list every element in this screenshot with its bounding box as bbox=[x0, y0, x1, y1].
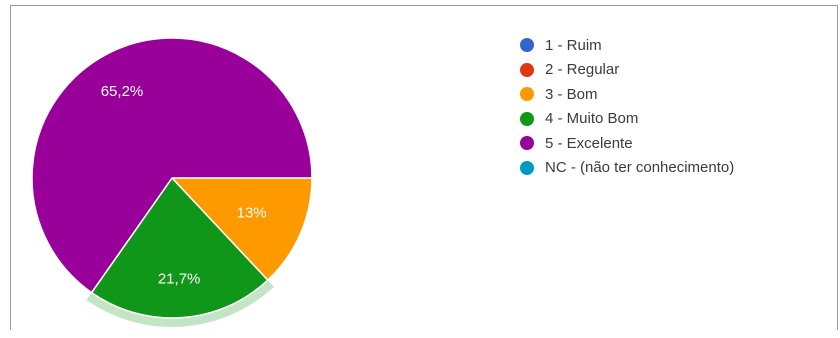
legend-item-6[interactable]: NC - (não ter conhecimento) bbox=[520, 156, 734, 181]
slice-label-4: 21,7% bbox=[158, 271, 201, 288]
pie-slice-3[interactable] bbox=[170, 177, 313, 282]
legend-label: 4 - Muito Bom bbox=[545, 110, 639, 128]
legend-swatch bbox=[520, 160, 534, 175]
chart-frame bbox=[10, 5, 838, 330]
slice-label-5: 65,2% bbox=[101, 83, 144, 100]
legend: 1 - Ruim 2 - Regular 3 - Bom 4 - Muito Bom 5… bbox=[520, 33, 734, 180]
pie-slice-5[interactable] bbox=[31, 37, 313, 294]
legend-swatch bbox=[520, 38, 534, 53]
legend-label: 1 - Ruim bbox=[545, 36, 602, 54]
legend-swatch bbox=[520, 87, 534, 102]
legend-label: 5 - Excelente bbox=[545, 134, 633, 152]
legend-swatch bbox=[520, 111, 534, 126]
legend-label: 3 - Bom bbox=[545, 85, 598, 103]
legend-item-1[interactable]: 1 - Ruim bbox=[520, 33, 734, 58]
legend-swatch bbox=[520, 62, 534, 77]
legend-swatch bbox=[520, 136, 534, 151]
legend-item-2[interactable]: 2 - Regular bbox=[520, 58, 734, 83]
legend-item-3[interactable]: 3 - Bom bbox=[520, 82, 734, 107]
legend-item-5[interactable]: 5 - Excelente bbox=[520, 131, 734, 156]
pie-slice-4[interactable] bbox=[90, 176, 269, 319]
legend-label: 2 - Regular bbox=[545, 61, 620, 79]
legend-item-4[interactable]: 4 - Muito Bom bbox=[520, 107, 734, 132]
legend-label: NC - (não ter conhecimento) bbox=[545, 159, 735, 177]
slice-label-3: 13% bbox=[237, 205, 267, 222]
